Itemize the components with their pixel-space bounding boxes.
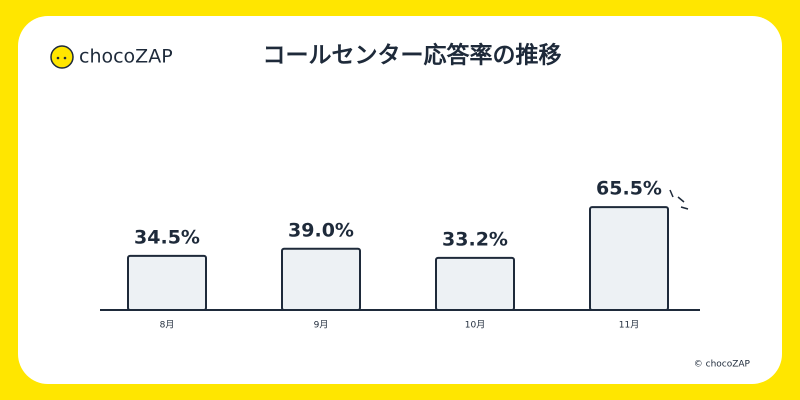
logo-icon [50,45,74,69]
bar [589,206,669,311]
accent-line [680,206,689,210]
logo: chocoZAP [50,45,173,69]
accent-line [677,196,685,203]
accent-line [669,189,674,198]
copyright: © chocoZAP [694,360,751,370]
value-label: 39.0% [288,219,354,241]
value-label: 34.5% [134,226,200,248]
x-tick-label: 8月 [160,320,175,331]
logo-eye [56,56,60,60]
bar [281,247,361,312]
bar [435,256,515,312]
chart-title: コールセンター応答率の推移 [263,42,562,69]
bar [127,254,207,312]
value-label: 33.2% [442,228,508,250]
brand: chocoZAP [79,46,173,68]
accent [669,189,689,210]
x-tick-label: 10月 [465,320,485,331]
x-tick-label: 11月 [619,320,639,331]
x-tick-label: 9月 [314,320,329,331]
value-label: 65.5% [596,178,662,200]
card [18,16,782,384]
logo-eye [63,56,67,60]
